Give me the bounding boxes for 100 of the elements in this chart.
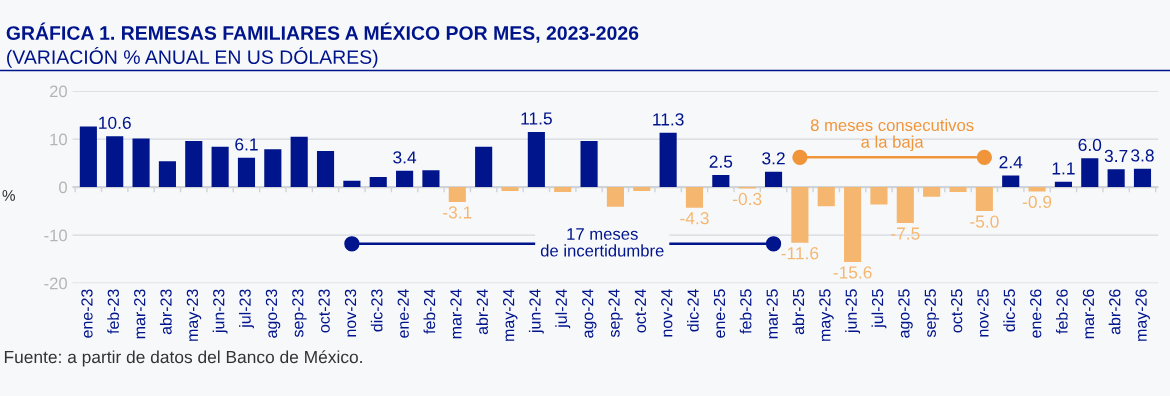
bar — [844, 187, 862, 263]
x-tick-label: abr-25 — [792, 289, 805, 335]
bar — [290, 136, 308, 188]
bar — [264, 149, 282, 188]
bar — [158, 161, 176, 188]
chart-subtitle: (VARIACIÓN % ANUAL EN US DÓLARES) — [7, 46, 378, 68]
y-axis-title: % — [2, 190, 16, 201]
x-tick-label: ene-26 — [1030, 289, 1042, 338]
bar — [501, 187, 519, 191]
x-tick-label: abr-24 — [476, 289, 488, 335]
bar — [422, 170, 440, 188]
source-note: Fuente: a partir de datos del Banco de México. — [4, 350, 362, 367]
bar — [448, 187, 466, 202]
x-tick-label: may-26 — [1135, 289, 1150, 341]
x-tick-label: dic-25 — [1003, 289, 1016, 332]
chart-title: GRÁFICA 1. REMESAS FAMILIARES A MÉXICO POR MES, 2023-2026 — [6, 22, 639, 43]
bar — [185, 141, 203, 188]
x-tick-label: abr-23 — [159, 289, 172, 335]
bar — [1107, 169, 1125, 188]
data-label: -4.3 — [680, 212, 709, 225]
x-tick-label: may-23 — [186, 289, 202, 341]
bar — [554, 187, 572, 192]
bar — [211, 146, 229, 188]
data-label: 2.4 — [999, 156, 1023, 169]
bar — [369, 177, 387, 188]
bar — [685, 187, 704, 208]
x-tick-label: oct-24 — [634, 289, 647, 333]
bar — [791, 187, 809, 243]
y-tick-label: -10 — [44, 229, 68, 242]
x-tick-label: feb-23 — [107, 289, 119, 334]
bar — [949, 187, 967, 192]
data-label: -0.3 — [733, 192, 762, 206]
series-label: 8 meses consecutivos a la baja — [810, 118, 974, 152]
x-tick-label: oct-23 — [318, 289, 330, 333]
y-tick-label: 10 — [50, 133, 68, 146]
bar — [475, 146, 493, 188]
bar — [1054, 181, 1072, 188]
y-tick-label: 0 — [59, 181, 68, 194]
bar — [580, 141, 598, 188]
data-label: 10.6 — [99, 116, 131, 129]
bar — [132, 138, 150, 188]
x-tick-label: sep-24 — [608, 289, 623, 338]
data-label: 3.7 — [1104, 149, 1128, 163]
y-tick-label: 20 — [49, 85, 68, 98]
x-tick-label: dic-24 — [687, 289, 699, 332]
data-label: -0.9 — [1022, 195, 1052, 209]
x-tick-label: jul-23 — [239, 289, 254, 329]
x-tick-label: feb-25 — [739, 289, 752, 334]
bar — [237, 157, 256, 188]
x-tick-label: jul-24 — [555, 289, 571, 329]
x-tick-label: ago-24 — [582, 289, 597, 338]
data-label: -7.5 — [891, 227, 920, 240]
data-label: 1.1 — [1052, 162, 1075, 175]
bar — [606, 187, 624, 207]
bar — [1081, 158, 1099, 188]
bar — [633, 187, 651, 191]
x-tick-label: ene-24 — [397, 289, 409, 338]
bar — [1133, 168, 1152, 188]
x-tick-label: ago-25 — [898, 289, 913, 338]
bar — [712, 175, 730, 188]
y-tick-label: -20 — [44, 277, 68, 290]
bar — [343, 180, 361, 188]
bar — [975, 187, 993, 212]
bar — [527, 131, 545, 188]
x-tick-label: jun-24 — [528, 289, 544, 334]
data-label: 3.4 — [393, 151, 417, 164]
x-tick-label: mar-23 — [134, 289, 146, 339]
x-tick-label: feb-24 — [423, 289, 436, 334]
bar — [764, 171, 783, 188]
bar — [870, 187, 888, 205]
x-tick-label: mar-25 — [766, 289, 778, 339]
x-tick-label: dic-23 — [370, 289, 383, 332]
x-tick-label: oct-25 — [950, 289, 963, 333]
x-tick-label: ago-23 — [265, 289, 281, 338]
data-label: 3.2 — [762, 152, 785, 165]
x-tick-label: nov-25 — [977, 289, 989, 337]
bar — [1028, 187, 1046, 192]
x-tick-label: ene-23 — [81, 289, 93, 338]
data-label: 6.1 — [235, 138, 258, 151]
x-tick-label: feb-26 — [1055, 289, 1068, 334]
x-tick-label: jul-25 — [871, 289, 887, 329]
bar — [316, 151, 335, 188]
data-label: -15.6 — [833, 266, 872, 279]
data-label: 11.5 — [521, 112, 552, 125]
x-tick-label: nov-23 — [344, 289, 357, 337]
data-label: 11.3 — [653, 113, 684, 126]
x-tick-label: sep-23 — [292, 289, 307, 338]
x-tick-label: abr-26 — [1108, 289, 1121, 335]
x-tick-label: jun-23 — [212, 289, 228, 334]
bar — [923, 187, 941, 197]
data-label: 6.0 — [1078, 138, 1102, 152]
x-tick-label: mar-26 — [1082, 289, 1095, 339]
x-tick-label: ene-25 — [713, 289, 726, 338]
series-label: 17 meses de incertidumbre — [540, 228, 664, 257]
x-tick-label: sep-25 — [924, 289, 940, 338]
data-label: -11.6 — [781, 247, 819, 260]
x-tick-label: mar-24 — [450, 289, 462, 339]
data-label: -3.1 — [443, 206, 472, 219]
x-tick-label: nov-24 — [661, 289, 673, 337]
x-tick-label: may-24 — [502, 289, 518, 341]
